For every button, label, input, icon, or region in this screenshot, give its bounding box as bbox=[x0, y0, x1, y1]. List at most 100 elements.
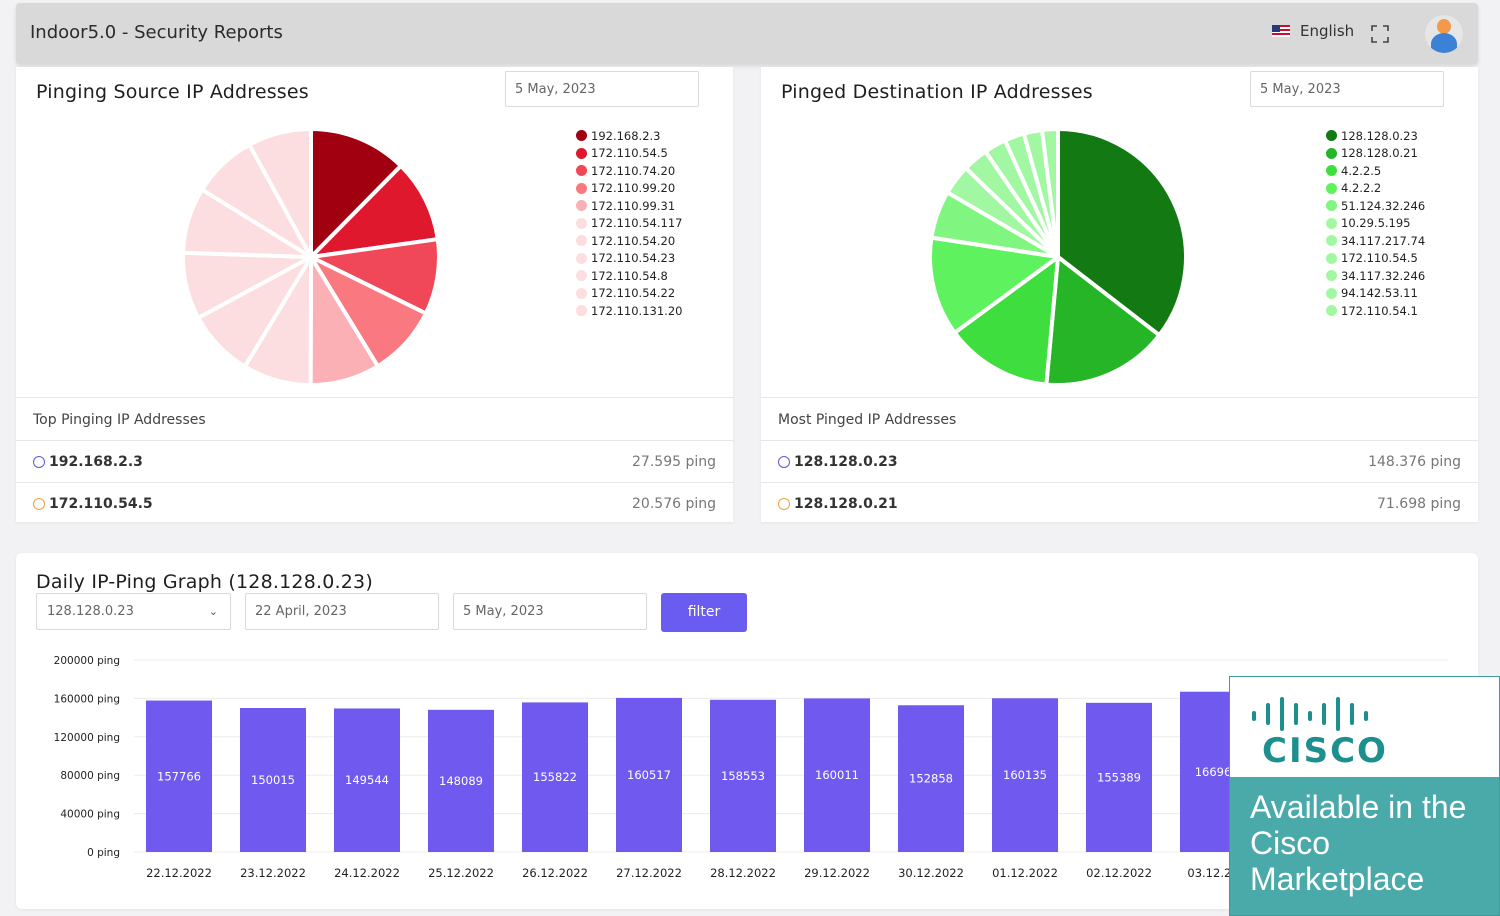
bar[interactable] bbox=[804, 698, 870, 852]
legend-label: 10.29.5.195 bbox=[1341, 216, 1411, 231]
legend-item[interactable]: 172.110.131.20 bbox=[576, 302, 682, 320]
legend-item[interactable]: 172.110.54.1 bbox=[1326, 302, 1425, 320]
y-tick-label: 40000 ping bbox=[60, 809, 120, 821]
top-pinging-row[interactable]: 172.110.54.5 20.576 ping bbox=[16, 483, 733, 525]
daily-ping-graph-card: Daily IP-Ping Graph (128.128.0.23) 128.1… bbox=[16, 553, 1478, 909]
legend-dot bbox=[1326, 305, 1337, 317]
legend-dot bbox=[1326, 270, 1337, 282]
destination-card-title: Pinged Destination IP Addresses bbox=[781, 81, 1093, 103]
destination-pie-slice[interactable] bbox=[1044, 255, 1162, 387]
legend-item[interactable]: 128.128.0.23 bbox=[1326, 127, 1425, 145]
x-tick-label: 24.12.2022 bbox=[334, 866, 400, 880]
legend-dot bbox=[1326, 130, 1337, 142]
top-bar: Indoor5.0 - Security Reports English bbox=[16, 3, 1478, 64]
legend-label: 172.110.131.20 bbox=[591, 303, 683, 318]
graph-title: Daily IP-Ping Graph (128.128.0.23) bbox=[36, 571, 373, 593]
legend-item[interactable]: 172.110.54.5 bbox=[576, 145, 682, 163]
legend-item[interactable]: 172.110.54.8 bbox=[576, 267, 682, 285]
bar[interactable] bbox=[146, 700, 212, 852]
marketplace-text: Available in the Cisco Marketplace bbox=[1250, 789, 1499, 897]
chevron-down-icon: ⌄ bbox=[208, 605, 218, 618]
legend-label: 172.110.54.20 bbox=[591, 233, 676, 248]
cisco-wordmark: CISCO bbox=[1262, 731, 1388, 771]
bar[interactable] bbox=[522, 702, 588, 852]
legend-item[interactable]: 172.110.74.20 bbox=[576, 162, 682, 180]
legend-item[interactable]: 172.110.54.20 bbox=[576, 232, 682, 250]
y-tick-label: 80000 ping bbox=[60, 770, 120, 782]
legend-dot bbox=[576, 270, 587, 282]
legend-label: 4.2.2.2 bbox=[1341, 181, 1382, 196]
legend-item[interactable]: 128.128.0.21 bbox=[1326, 145, 1425, 163]
legend-item[interactable]: 4.2.2.5 bbox=[1326, 162, 1425, 180]
source-pie-slice[interactable] bbox=[309, 127, 403, 259]
legend-item[interactable]: 34.117.32.246 bbox=[1326, 267, 1425, 285]
destination-pie-slice[interactable] bbox=[928, 235, 1060, 335]
bar[interactable] bbox=[992, 698, 1058, 852]
legend-dot bbox=[576, 287, 587, 299]
ring-icon bbox=[778, 498, 790, 510]
legend-dot bbox=[576, 165, 587, 177]
bar-value-label: 157766 bbox=[157, 769, 201, 783]
cisco-marketplace-badge[interactable]: CISCO Available in the Cisco Marketplace bbox=[1229, 676, 1500, 916]
ip-select[interactable]: 128.128.0.23 ⌄ bbox=[36, 593, 231, 630]
fullscreen-icon[interactable] bbox=[1371, 25, 1389, 43]
legend-label: 172.110.54.23 bbox=[591, 251, 676, 266]
legend-item[interactable]: 172.110.54.22 bbox=[576, 285, 682, 303]
legend-item[interactable]: 192.168.2.3 bbox=[576, 127, 682, 145]
row-ip: 192.168.2.3 bbox=[49, 453, 143, 470]
legend-item[interactable]: 172.110.99.20 bbox=[576, 180, 682, 198]
marketplace-line3: Marketplace bbox=[1250, 861, 1425, 897]
from-date-picker[interactable]: 22 April, 2023 bbox=[245, 593, 439, 630]
legend-dot bbox=[576, 147, 587, 159]
y-tick-label: 0 ping bbox=[87, 847, 120, 859]
most-pinged-row[interactable]: 128.128.0.23 148.376 ping bbox=[761, 441, 1478, 483]
destination-pie-slice[interactable] bbox=[1056, 127, 1188, 338]
row-ip: 172.110.54.5 bbox=[49, 496, 153, 512]
x-tick-label: 27.12.2022 bbox=[616, 866, 682, 880]
language-selector[interactable]: English bbox=[1272, 22, 1354, 40]
row-ip: 128.128.0.21 bbox=[794, 496, 898, 512]
destination-date-picker[interactable]: 5 May, 2023 bbox=[1250, 71, 1444, 107]
legend-dot bbox=[576, 305, 587, 317]
legend-label: 172.110.74.20 bbox=[591, 163, 676, 178]
bar[interactable] bbox=[428, 709, 494, 852]
bar-value-label: 149544 bbox=[345, 773, 389, 787]
bar-value-label: 160011 bbox=[815, 768, 859, 782]
legend-item[interactable]: 51.124.32.246 bbox=[1326, 197, 1425, 215]
source-pie-slice[interactable] bbox=[247, 127, 313, 259]
legend-item[interactable]: 10.29.5.195 bbox=[1326, 215, 1425, 233]
bar[interactable] bbox=[898, 705, 964, 852]
legend-item[interactable]: 172.110.99.31 bbox=[576, 197, 682, 215]
x-tick-label: 26.12.2022 bbox=[522, 866, 588, 880]
source-date-picker[interactable]: 5 May, 2023 bbox=[505, 71, 699, 107]
destination-pie-slice[interactable] bbox=[1039, 127, 1060, 259]
legend-item[interactable]: 172.110.54.5 bbox=[1326, 250, 1425, 268]
x-tick-label: 02.12.2022 bbox=[1086, 866, 1152, 880]
source-pie-chart bbox=[181, 127, 441, 387]
filter-button[interactable]: filter bbox=[661, 593, 747, 632]
bar[interactable] bbox=[710, 699, 776, 852]
legend-item[interactable]: 172.110.54.23 bbox=[576, 250, 682, 268]
legend-label: 172.110.54.1 bbox=[1341, 303, 1418, 318]
legend-dot bbox=[576, 217, 587, 229]
bar[interactable] bbox=[1086, 702, 1152, 852]
top-pinging-row[interactable]: 192.168.2.3 27.595 ping bbox=[16, 441, 733, 483]
row-value: 20.576 ping bbox=[632, 496, 716, 512]
bar[interactable] bbox=[616, 697, 682, 852]
legend-item[interactable]: 4.2.2.2 bbox=[1326, 180, 1425, 198]
to-date-picker[interactable]: 5 May, 2023 bbox=[453, 593, 647, 630]
legend-item[interactable]: 94.142.53.11 bbox=[1326, 285, 1425, 303]
legend-item[interactable]: 34.117.217.74 bbox=[1326, 232, 1425, 250]
most-pinged-row[interactable]: 128.128.0.21 71.698 ping bbox=[761, 483, 1478, 525]
legend-item[interactable]: 172.110.54.117 bbox=[576, 215, 682, 233]
legend-dot bbox=[576, 130, 587, 142]
bar-value-label: 160135 bbox=[1003, 768, 1047, 782]
most-pinged-title: Most Pinged IP Addresses bbox=[761, 397, 1478, 441]
destination-pie-slice[interactable] bbox=[952, 255, 1060, 387]
legend-label: 172.110.99.31 bbox=[591, 198, 676, 213]
bar[interactable] bbox=[240, 707, 306, 852]
user-avatar-icon[interactable] bbox=[1425, 15, 1463, 53]
legend-label: 172.110.54.22 bbox=[591, 286, 676, 301]
legend-dot bbox=[1326, 217, 1337, 229]
bar[interactable] bbox=[334, 708, 400, 852]
